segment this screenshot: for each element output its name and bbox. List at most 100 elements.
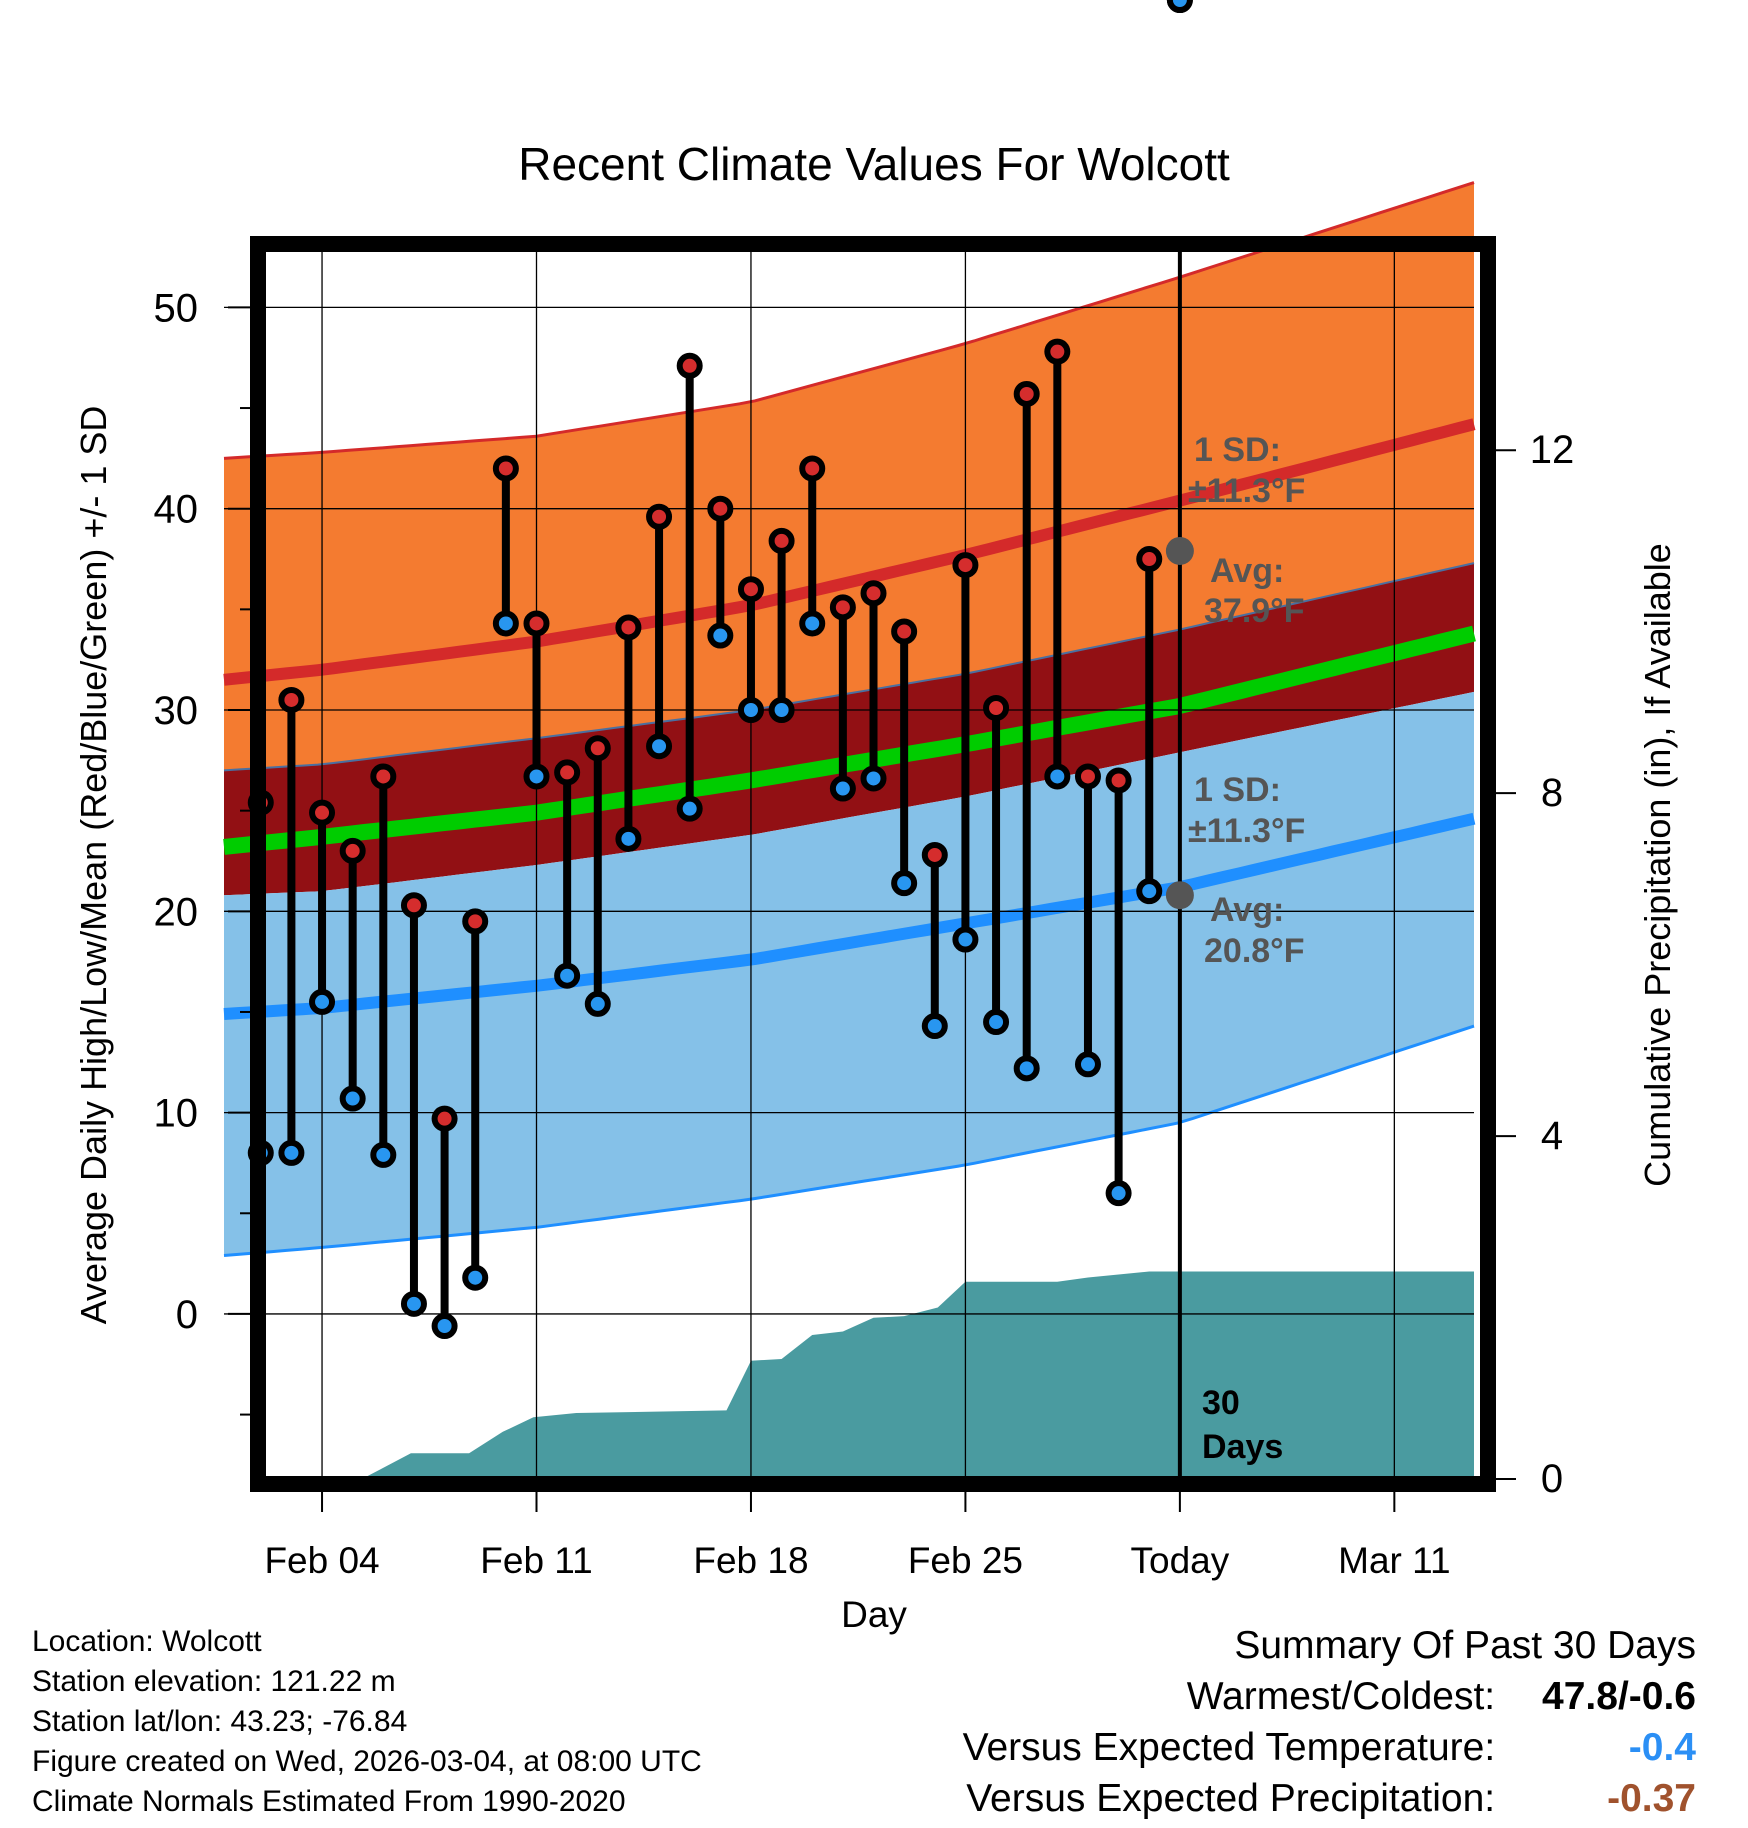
daily-low-point [1074,1051,1101,1078]
station-info: Location: Wolcott Station elevation: 121… [32,1622,702,1822]
location-text: Location: Wolcott [32,1625,262,1658]
x-tick-label: Today [1131,1540,1230,1581]
summary-title: Summary Of Past 30 Days [1234,1624,1696,1667]
summary-temp-row: Versus Expected Temperature: -0.4 [963,1722,1696,1773]
y2-tick-label: 8 [1541,771,1563,815]
normals-text: Climate Normals Estimated From 1990-2020 [32,1785,626,1818]
precip-vs-expected-label: Versus Expected Precipitation: [966,1777,1496,1820]
daily-high-point [492,455,519,482]
daily-high-point [462,908,489,935]
daily-high-point [554,759,581,786]
daily-low-point [554,962,581,989]
daily-high-point [1136,546,1163,573]
daily-low-point [339,1085,366,1112]
created-text: Figure created on Wed, 2026-03-04, at 08… [32,1745,702,1778]
x-tick-label: Feb 04 [264,1540,379,1581]
y-tick-label: 50 [154,286,199,330]
daily-low-point [676,795,703,822]
y-tick-label: 30 [154,689,199,733]
high-lower-sd-line [223,562,1475,772]
temp-vs-expected-label: Versus Expected Temperature: [962,1726,1496,1769]
daily-low-point [1166,0,1193,13]
daily-low-point [309,988,336,1015]
daily-low-point [492,610,519,637]
x-tick-label: Mar 11 [1338,1540,1450,1581]
daily-high-point [891,618,918,645]
y2-tick-label: 12 [1530,428,1575,472]
daily-low-point [584,990,611,1017]
window-label-number: 30 [1202,1384,1240,1422]
high-sd-value: ±11.3°F [1188,472,1305,510]
elevation-text: Station elevation: 121.22 m [32,1665,396,1698]
y2-tick-label: 4 [1541,1114,1563,1158]
y2-tick-label: 0 [1541,1457,1563,1501]
y-axis-label: Average Daily High/Low/Mean (Red/Blue/Gr… [73,406,114,1325]
daily-high-point [768,527,795,554]
high-sd-label: 1 SD: [1194,431,1281,469]
high-avg-label: Avg: [1210,552,1284,590]
y-tick-label: 40 [154,488,199,532]
daily-low-point [799,610,826,637]
daily-low-point [1044,763,1071,790]
daily-high-point [1074,763,1101,790]
normal-high-line [223,418,1476,686]
warmest-label: Warmest/Coldest: [1186,1675,1496,1718]
daily-high-point [921,841,948,868]
daily-low-point [829,775,856,802]
daily-low-point [952,926,979,953]
warmest-value: 47.8/-0.6 [1542,1675,1696,1718]
normal-low-line [223,812,1476,1020]
today-normal-high-marker [1165,536,1194,565]
daily-low-point [431,1313,458,1340]
daily-high-point [952,552,979,579]
daily-high-point [646,503,673,530]
daily-low-point [370,1141,397,1168]
daily-low-point [737,697,764,724]
daily-high-point [1044,338,1071,365]
daily-high-point [829,594,856,621]
daily-low-point [1136,878,1163,905]
normal-mean-line [223,625,1476,855]
daily-high-point [615,614,642,641]
window-label-days: Days [1202,1428,1283,1466]
daily-high-point [339,837,366,864]
daily-low-point [1105,1180,1132,1207]
daily-high-point [707,495,734,522]
x-axis-label: Day [841,1594,907,1635]
daily-high-point [584,735,611,762]
y-tick-label: 0 [176,1293,198,1337]
low-sd-value: ±11.3°F [1188,812,1305,850]
summary-precip-row: Versus Expected Precipitation: -0.37 [963,1773,1696,1824]
daily-low-point [400,1290,427,1317]
daily-high-point [983,694,1010,721]
daily-high-point [799,455,826,482]
daily-low-point [523,763,550,790]
daily-high-point [676,352,703,379]
daily-low-point [646,733,673,760]
low-avg-value: 20.8°F [1204,932,1305,970]
x-tick-label: Feb 25 [908,1540,1023,1581]
daily-high-point [370,763,397,790]
daily-low-point [615,825,642,852]
daily-high-point [309,799,336,826]
y-tick-label: 20 [154,890,199,934]
daily-low-point [891,870,918,897]
y-tick-label: 10 [154,1092,199,1136]
daily-high-point [523,610,550,637]
x-tick-label: Feb 11 [480,1540,592,1581]
temp-vs-expected-value: -0.4 [1628,1726,1696,1769]
daily-high-point [860,580,887,607]
precip-vs-expected-value: -0.37 [1607,1777,1696,1820]
daily-low-point [768,697,795,724]
daily-high-point [1013,380,1040,407]
y2-axis-label: Cumulative Precipitation (in), If Availa… [1637,543,1678,1187]
daily-low-point [462,1264,489,1291]
daily-high-point [737,576,764,603]
daily-low-point [1013,1055,1040,1082]
daily-low-point [278,1139,305,1166]
summary-panel: Summary Of Past 30 Days Warmest/Coldest:… [963,1620,1696,1824]
daily-low-point [707,622,734,649]
daily-low-point [983,1009,1010,1036]
low-sd-label: 1 SD: [1194,771,1281,809]
